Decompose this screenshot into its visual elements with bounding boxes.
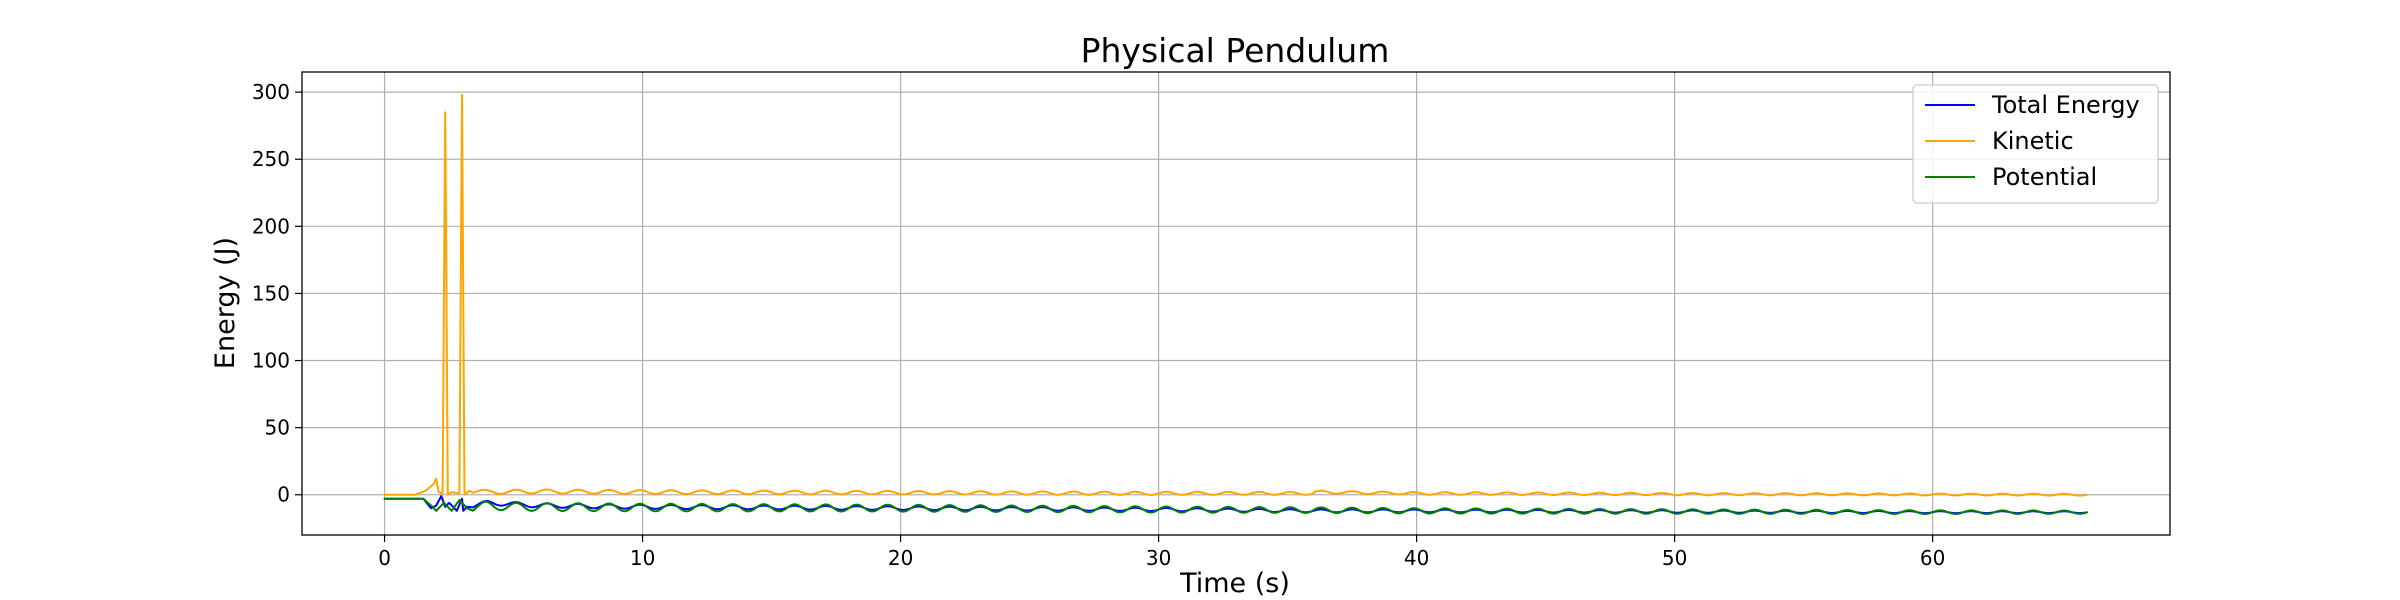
x-tick-label: 0 bbox=[378, 546, 391, 570]
y-tick-label: 200 bbox=[252, 214, 290, 238]
axis-ticks: 0 10 20 30 40 50 60 0 50 100 150 200 250 300 bbox=[252, 80, 1946, 570]
legend-frame bbox=[1912, 84, 2159, 204]
y-tick-label: 150 bbox=[252, 281, 290, 305]
x-tick-label: 10 bbox=[630, 546, 655, 570]
x-axis-title: Time (s) bbox=[1179, 568, 1290, 599]
x-tick-label: 50 bbox=[1662, 546, 1687, 570]
y-tick-label: 100 bbox=[252, 349, 290, 373]
legend-label-kinetic: Kinetic bbox=[1992, 127, 2074, 155]
x-tick-label: 20 bbox=[888, 546, 913, 570]
y-tick-label: 250 bbox=[252, 147, 290, 171]
grid bbox=[302, 72, 2170, 535]
series-line-kinetic bbox=[383, 93, 2088, 497]
y-tick-label: 300 bbox=[252, 80, 290, 104]
legend-label-total-energy: Total Energy bbox=[1991, 91, 2140, 119]
plot-frame bbox=[301, 71, 2171, 536]
legend-label-potential: Potential bbox=[1992, 163, 2097, 191]
x-tick-label: 60 bbox=[1920, 546, 1945, 570]
y-tick-label: 0 bbox=[277, 483, 290, 507]
series-line-potential bbox=[383, 497, 2088, 515]
chart-title: Physical Pendulum bbox=[1081, 31, 1390, 70]
plot-series bbox=[383, 93, 2088, 515]
x-tick-label: 40 bbox=[1404, 546, 1429, 570]
legend: Total Energy Kinetic Potential bbox=[1912, 84, 2159, 204]
y-tick-label: 50 bbox=[265, 416, 290, 440]
x-tick-label: 30 bbox=[1146, 546, 1171, 570]
y-axis-title: Energy (J) bbox=[210, 237, 241, 369]
